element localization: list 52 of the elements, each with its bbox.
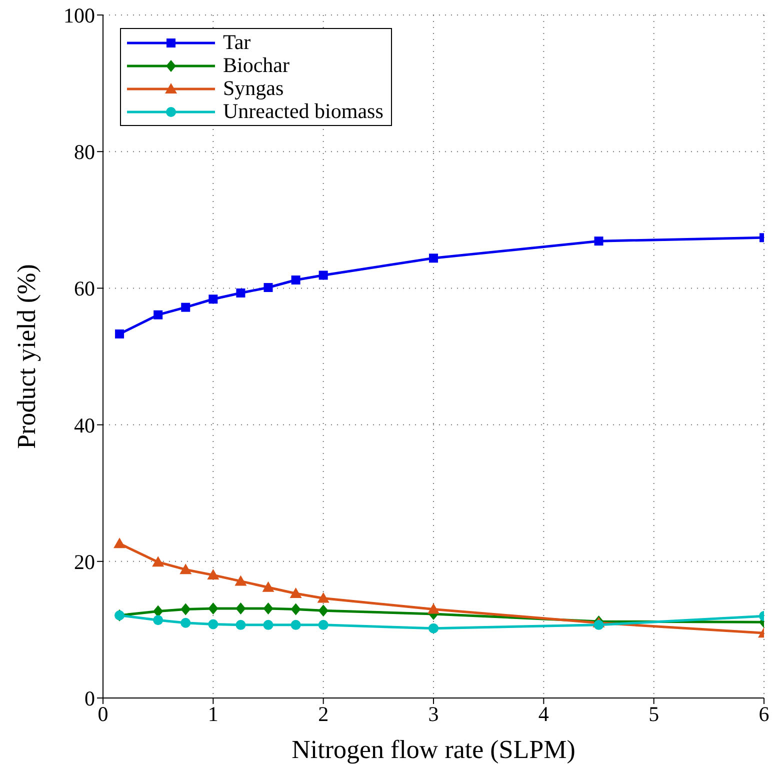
point: [208, 294, 218, 304]
y-tick-label: 0: [84, 686, 95, 710]
point: [428, 623, 438, 634]
x-axis-title: Nitrogen flow rate (SLPM): [292, 735, 576, 764]
point: [594, 620, 604, 630]
y-tick-label: 40: [74, 413, 95, 438]
point: [290, 588, 302, 598]
point: [429, 254, 438, 263]
x-tick-label: 1: [208, 702, 218, 726]
legend-label: Syngas: [223, 76, 284, 100]
y-axis-title: Product yield (%): [12, 264, 42, 449]
point: [115, 329, 124, 338]
x-tick-label: 2: [318, 702, 329, 726]
point: [594, 236, 604, 246]
legend-label: Unreacted biomass: [223, 99, 384, 123]
point: [262, 581, 274, 592]
point: [318, 604, 328, 617]
point: [154, 310, 163, 320]
y-tick-label: 20: [74, 550, 95, 574]
point: [153, 615, 164, 626]
point: [236, 602, 246, 615]
point: [208, 619, 218, 630]
point: [180, 564, 192, 574]
point: [291, 276, 300, 285]
point: [318, 270, 328, 280]
point: [180, 618, 191, 628]
point: [263, 620, 274, 630]
point: [234, 575, 247, 586]
point: [318, 620, 328, 630]
y-tick-label: 60: [74, 276, 95, 301]
x-tick-label: 5: [648, 702, 660, 726]
point: [114, 538, 126, 548]
x-tick-label: 6: [758, 702, 770, 726]
y-tick-label: 80: [74, 140, 95, 164]
point: [263, 602, 274, 615]
point: [290, 603, 301, 616]
x-tick-label: 3: [428, 702, 439, 726]
point: [290, 620, 301, 630]
legend-label: Biochar: [223, 53, 290, 77]
point: [428, 603, 440, 614]
point: [236, 620, 246, 630]
point: [180, 603, 191, 616]
point: [264, 283, 273, 292]
point: [236, 288, 246, 298]
y-tick-label: 100: [64, 3, 95, 28]
point: [207, 569, 220, 580]
point: [317, 592, 330, 603]
point: [181, 302, 190, 312]
point: [208, 602, 218, 615]
legend-label: Tar: [223, 30, 251, 54]
point: [152, 556, 164, 567]
x-tick-label: 4: [538, 702, 550, 726]
